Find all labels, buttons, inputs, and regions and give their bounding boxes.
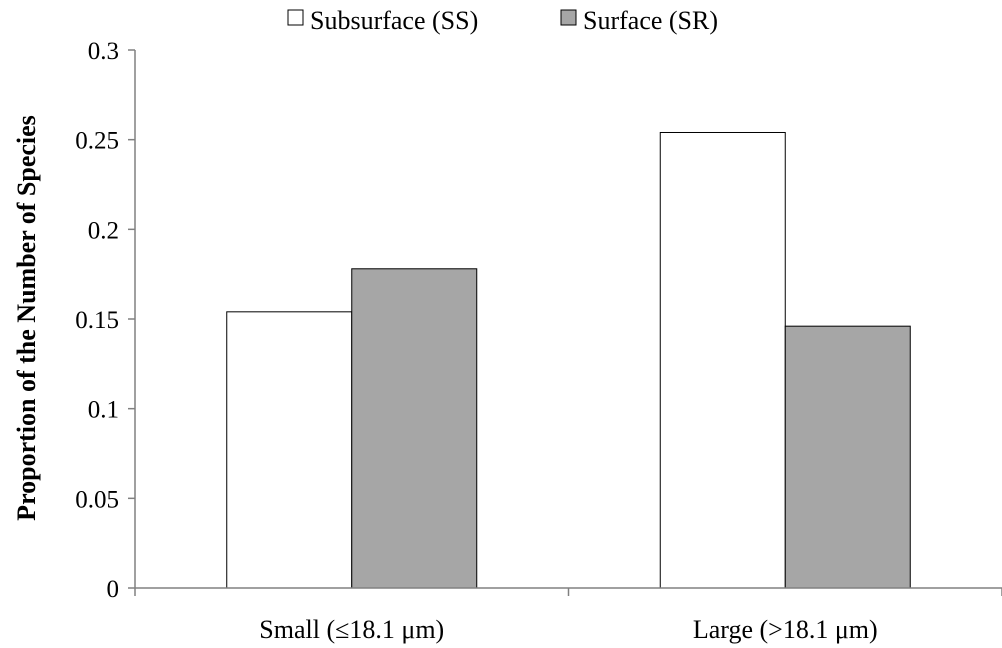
- legend: Subsurface (SS) Surface (SR): [287, 6, 718, 35]
- x-category-label: Small (≤18.1 μm): [259, 615, 444, 644]
- y-tick-label: 0.1: [88, 397, 119, 424]
- bar-subsurface-0: [226, 311, 353, 589]
- y-tick-label: 0.3: [88, 38, 119, 65]
- legend-swatch: [287, 9, 304, 26]
- y-axis-label: Proportion of the Number of Species: [12, 115, 41, 521]
- y-tick-label: 0.15: [75, 307, 119, 334]
- y-tick-label: 0.05: [75, 486, 119, 513]
- legend-label: Subsurface (SS): [310, 6, 478, 35]
- x-axis: Small (≤18.1 μm) Large (>18.1 μm): [134, 587, 1002, 644]
- y-axis: 0 0.05 0.1 0.15 0.2 0.25 0.3: [75, 38, 136, 603]
- legend-swatch: [560, 9, 577, 26]
- y-tick-label: 0.2: [88, 217, 119, 244]
- bar-surface-1: [784, 325, 911, 589]
- y-tick-label: 0: [107, 576, 120, 603]
- bar-subsurface-1: [659, 131, 786, 589]
- y-tick-label: 0.25: [75, 128, 119, 155]
- bars: [226, 131, 911, 589]
- x-category-label: Large (>18.1 μm): [693, 615, 878, 644]
- legend-label: Surface (SR): [583, 6, 718, 35]
- bar-surface-0: [351, 268, 478, 589]
